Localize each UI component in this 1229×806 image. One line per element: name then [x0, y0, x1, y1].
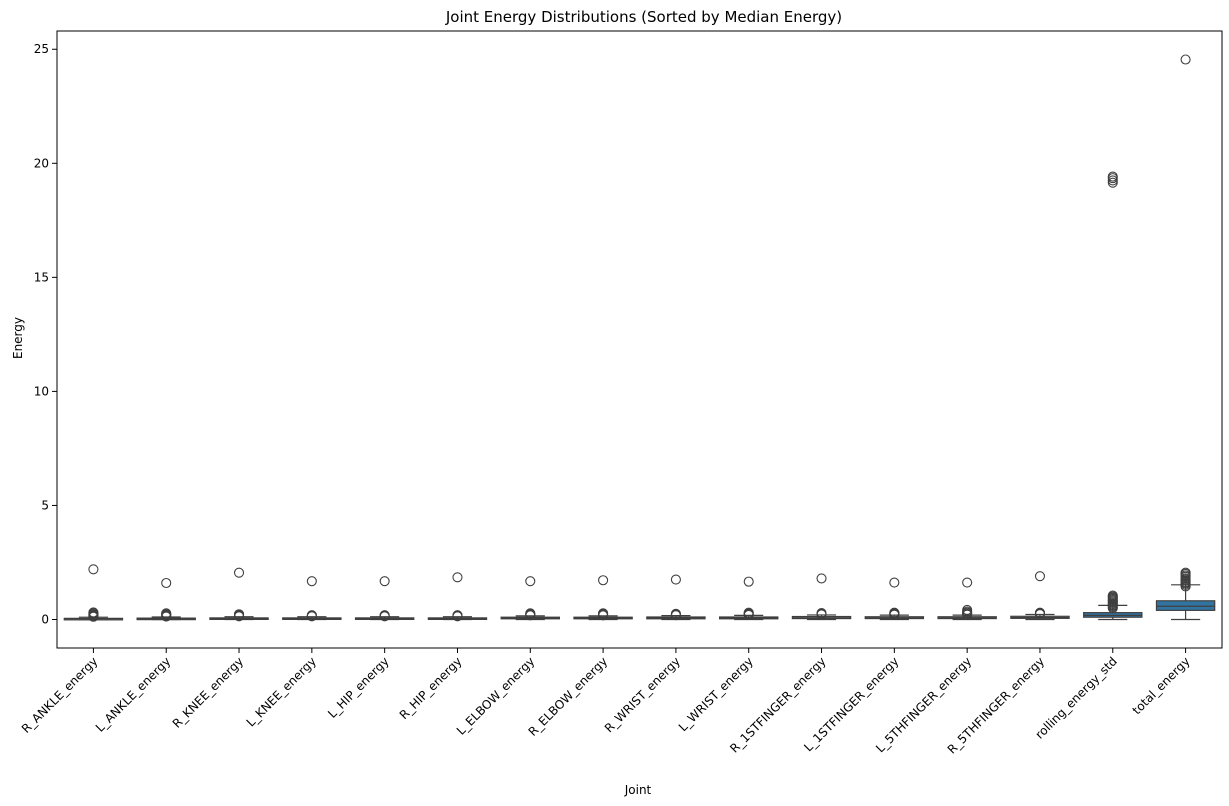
y-axis-label: Energy	[11, 317, 25, 359]
box-outlier	[452, 610, 463, 621]
y-tick-label: 15	[34, 270, 49, 284]
box-outlier	[88, 607, 99, 618]
box-outlier	[1034, 607, 1046, 618]
x-tick-label: L_WRIST_energy	[676, 654, 756, 734]
box-outlier	[233, 609, 245, 620]
x-tick-label: R_HIP_energy	[397, 654, 465, 722]
y-tick-label: 25	[34, 42, 49, 56]
y-tick-label: 10	[34, 384, 49, 398]
box-outlier	[233, 567, 245, 578]
box-outlier	[379, 576, 390, 587]
box-outlier	[161, 577, 172, 589]
box-outlier	[670, 608, 681, 619]
x-tick-label: R_KNEE_energy	[170, 654, 246, 730]
box-outlier	[452, 572, 463, 583]
box-outlier	[306, 576, 317, 587]
box-outlier	[1180, 54, 1191, 65]
x-tick-label: L_ANKLE_energy	[93, 654, 173, 734]
box-outlier	[670, 574, 681, 585]
box-outlier	[1180, 567, 1191, 578]
chart-title: Joint Energy Distributions (Sorted by Me…	[445, 8, 842, 26]
box-outlier	[962, 577, 973, 588]
x-tick-label: L_ELBOW_energy	[454, 654, 538, 738]
plot-frame	[56, 30, 1223, 649]
box-outlier	[1034, 571, 1046, 582]
box-outlier	[88, 564, 99, 575]
x-tick-label: rolling_energy_std	[1032, 654, 1119, 741]
x-tick-label: R_WRIST_energy	[602, 654, 683, 735]
box-outlier	[816, 608, 827, 619]
box-outlier	[1107, 590, 1118, 601]
x-tick-label: L_KNEE_energy	[244, 654, 319, 729]
x-axis-label: Joint	[624, 783, 652, 797]
x-tick-label: R_ANKLE_energy	[19, 654, 101, 736]
box-outlier	[379, 610, 390, 621]
x-tick-label: L_HIP_energy	[325, 654, 392, 721]
box-outlier	[525, 608, 536, 619]
box-outlier	[816, 573, 827, 584]
box-outlier	[598, 608, 609, 619]
box-outlier	[306, 610, 317, 621]
box-outlier	[889, 607, 900, 618]
box-outlier	[1107, 171, 1118, 182]
box-body	[1155, 600, 1216, 611]
plot-area: 0510152025R_ANKLE_energyL_ANKLE_energyR_…	[19, 30, 1223, 757]
y-tick-label: 5	[41, 498, 49, 512]
box-outlier	[161, 608, 172, 619]
x-tick-label: total_energy	[1130, 654, 1193, 717]
y-tick-label: 0	[41, 612, 49, 626]
box-outlier	[525, 576, 536, 587]
box-outlier	[598, 575, 609, 586]
y-tick-label: 20	[34, 156, 49, 170]
box-outlier	[962, 604, 973, 615]
x-tick-label: R_ELBOW_energy	[526, 654, 611, 739]
box-outlier	[743, 576, 754, 587]
box-outlier	[743, 607, 754, 618]
box-outlier	[889, 577, 900, 588]
